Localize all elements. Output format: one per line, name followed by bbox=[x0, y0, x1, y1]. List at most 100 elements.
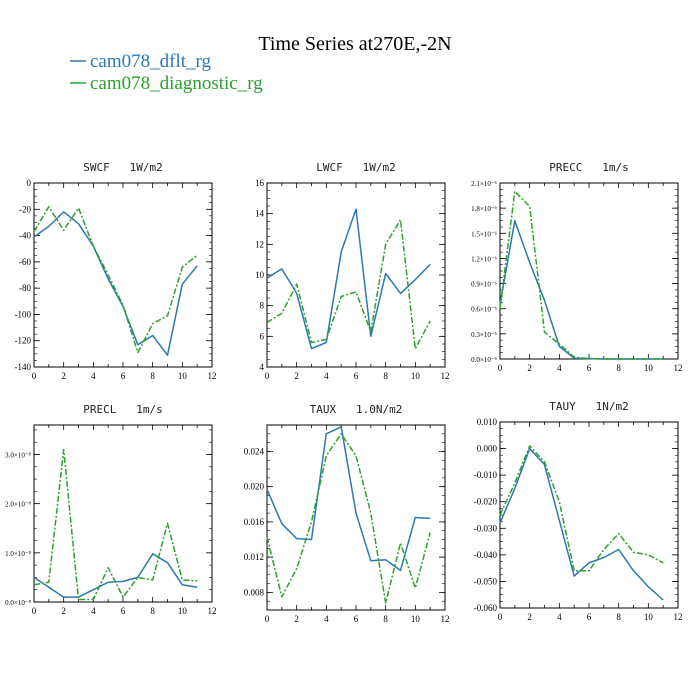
x-tick-label: 6 bbox=[587, 363, 592, 373]
x-tick-label: 10 bbox=[411, 614, 421, 624]
y-tick-label: 14 bbox=[255, 209, 265, 219]
y-tick-label: 0.9×10⁻⁶ bbox=[471, 281, 497, 289]
y-tick-label: 2.1×10⁻⁶ bbox=[471, 180, 497, 188]
y-tick-label: -0.020 bbox=[474, 497, 498, 507]
panel-title: TAUY 1N/m2 bbox=[549, 400, 628, 413]
y-tick-label: 0.008 bbox=[244, 587, 265, 597]
chart-panel-6: TAUY 1N/m2 0 2 4 6 8 10 12 -0.060 -0.050 -0.040 -0.… bbox=[474, 400, 683, 622]
x-tick-label: 8 bbox=[383, 371, 388, 381]
y-tick-label: 4 bbox=[260, 362, 265, 372]
x-tick-label: 4 bbox=[91, 606, 96, 616]
y-tick-label: 0.000 bbox=[477, 444, 498, 454]
x-tick-label: 6 bbox=[354, 371, 359, 381]
x-tick-label: 2 bbox=[527, 363, 532, 373]
x-tick-label: 10 bbox=[411, 371, 421, 381]
x-tick-label: 6 bbox=[354, 614, 359, 624]
x-tick-label: 12 bbox=[441, 371, 450, 381]
series-line-1 bbox=[499, 447, 664, 601]
x-tick-label: 10 bbox=[644, 612, 654, 622]
y-tick-label: 0.012 bbox=[244, 552, 264, 562]
x-tick-label: 0 bbox=[265, 614, 270, 624]
y-tick-label: -60 bbox=[19, 257, 31, 267]
series-line-2 bbox=[499, 190, 664, 360]
y-tick-label: 0.3×10⁻⁶ bbox=[471, 331, 497, 339]
chart-panel-4: PRECL 1m/s 0 2 4 6 8 10 12 0.0×10⁻⁸ 1.0×10⁻⁸ 2.0×1… bbox=[5, 403, 216, 616]
series-line-2 bbox=[499, 445, 664, 572]
series-line-1 bbox=[33, 211, 198, 356]
x-tick-label: 8 bbox=[150, 371, 155, 381]
y-tick-label: 3.0×10⁻⁸ bbox=[5, 452, 31, 460]
x-tick-label: 6 bbox=[587, 612, 592, 622]
x-tick-label: 0 bbox=[498, 363, 503, 373]
series-line-1 bbox=[266, 426, 431, 572]
chart-panel-3: PRECC 1m/s 0 2 4 6 8 10 12 0.0×10⁻⁶ 0.3×10⁻⁶ 0.6×1… bbox=[471, 161, 682, 373]
legend: cam078_dflt_rg cam078_diagnostic_rg bbox=[70, 51, 263, 94]
x-tick-label: 4 bbox=[557, 363, 562, 373]
y-tick-label: 1.2×10⁻⁶ bbox=[471, 255, 497, 263]
panel-title: LWCF 1W/m2 bbox=[316, 161, 395, 174]
x-tick-label: 0 bbox=[32, 606, 37, 616]
y-tick-label: 0.0×10⁻⁸ bbox=[5, 599, 31, 607]
x-tick-label: 4 bbox=[557, 612, 562, 622]
y-tick-label: 12 bbox=[255, 239, 264, 249]
y-tick-label: -20 bbox=[19, 204, 31, 214]
y-tick-label: -140 bbox=[15, 362, 32, 372]
y-tick-label: 1.0×10⁻⁸ bbox=[5, 550, 31, 558]
y-tick-label: -0.030 bbox=[474, 523, 498, 533]
x-tick-label: 0 bbox=[32, 371, 37, 381]
x-tick-label: 0 bbox=[265, 371, 270, 381]
y-tick-label: -0.050 bbox=[474, 576, 498, 586]
y-tick-label: 0.024 bbox=[244, 446, 265, 456]
x-tick-label: 8 bbox=[383, 614, 388, 624]
y-tick-label: 1.8×10⁻⁶ bbox=[471, 205, 497, 213]
panel-title: PRECL 1m/s bbox=[83, 403, 162, 416]
panel-title: TAUX 1.0N/m2 bbox=[310, 403, 403, 416]
y-tick-label: 6 bbox=[260, 331, 265, 341]
y-tick-label: 2.0×10⁻⁸ bbox=[5, 501, 31, 509]
y-tick-label: -0.010 bbox=[474, 470, 498, 480]
x-tick-label: 10 bbox=[178, 606, 188, 616]
y-tick-label: -100 bbox=[15, 309, 32, 319]
x-tick-label: 2 bbox=[61, 606, 66, 616]
figure-title: Time Series at270E,-2N bbox=[258, 33, 451, 55]
y-tick-label: -40 bbox=[19, 231, 31, 241]
x-tick-label: 8 bbox=[150, 606, 155, 616]
x-tick-label: 6 bbox=[121, 371, 126, 381]
x-tick-label: 6 bbox=[121, 606, 126, 616]
x-tick-label: 8 bbox=[616, 612, 621, 622]
y-tick-label: 16 bbox=[255, 178, 265, 188]
y-tick-label: 10 bbox=[255, 270, 265, 280]
panels: SWCF 1W/m2 0 2 4 6 8 10 12 -140 -120 -100 -80 -60 -40… bbox=[5, 161, 682, 624]
y-tick-label: 1.5×10⁻⁶ bbox=[471, 230, 497, 238]
x-tick-label: 12 bbox=[674, 363, 683, 373]
x-tick-label: 12 bbox=[674, 612, 683, 622]
x-tick-label: 2 bbox=[527, 612, 532, 622]
y-tick-label: -0.060 bbox=[474, 603, 498, 613]
y-tick-label: 0.6×10⁻⁶ bbox=[471, 306, 497, 314]
chart-panel-5: TAUX 1.0N/m2 0 2 4 6 8 10 12 0.008 0.012 0.016 0.02… bbox=[244, 403, 450, 624]
panel-title: SWCF 1W/m2 bbox=[83, 161, 162, 174]
series-line-2 bbox=[266, 219, 431, 350]
y-tick-label: 0.0×10⁻⁶ bbox=[471, 356, 497, 364]
chart-panel-1: SWCF 1W/m2 0 2 4 6 8 10 12 -140 -120 -100 -80 -60 -40… bbox=[15, 161, 217, 381]
series-line-2 bbox=[33, 205, 198, 354]
chart-panel-2: LWCF 1W/m2 0 2 4 6 8 10 12 4 6 8 10 12 14 16 bbox=[255, 161, 450, 381]
x-tick-label: 4 bbox=[324, 614, 329, 624]
y-tick-label: -80 bbox=[19, 283, 31, 293]
series-line-2 bbox=[266, 433, 431, 604]
x-tick-label: 4 bbox=[91, 371, 96, 381]
y-tick-label: 0.010 bbox=[477, 417, 498, 427]
legend-label-2: cam078_diagnostic_rg bbox=[90, 73, 263, 94]
x-tick-label: 10 bbox=[644, 363, 654, 373]
y-tick-label: 0.016 bbox=[244, 517, 265, 527]
x-tick-label: 12 bbox=[208, 371, 217, 381]
y-tick-label: -0.040 bbox=[474, 550, 498, 560]
x-tick-label: 12 bbox=[208, 606, 217, 616]
y-tick-label: 0.020 bbox=[244, 482, 265, 492]
x-tick-label: 4 bbox=[324, 371, 329, 381]
x-tick-label: 10 bbox=[178, 371, 188, 381]
series-line-2 bbox=[33, 448, 198, 601]
y-tick-label: 0 bbox=[27, 178, 32, 188]
